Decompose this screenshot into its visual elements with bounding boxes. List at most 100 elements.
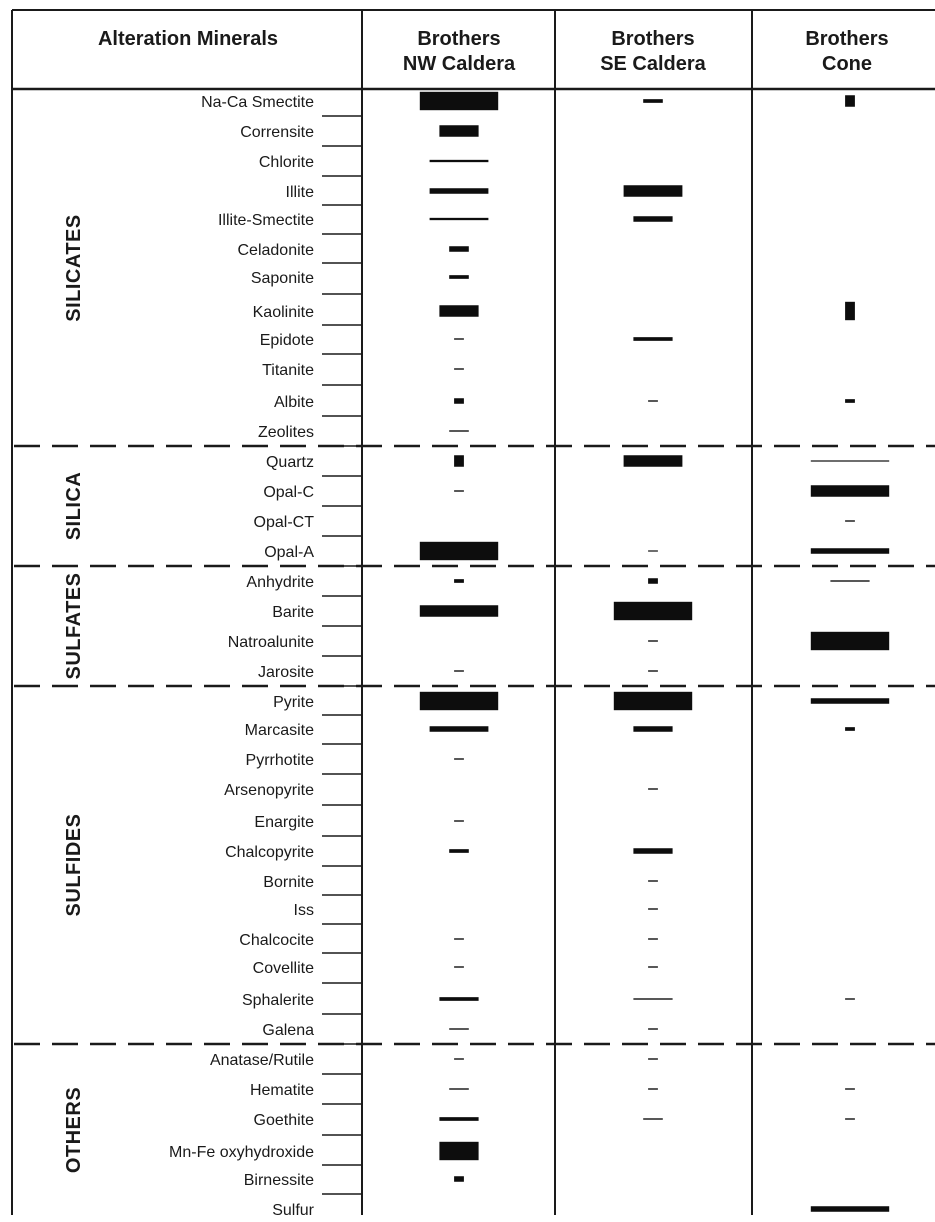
header-cone-line1: Brothers	[805, 28, 888, 50]
abundance-bar-se-caldera	[643, 99, 663, 103]
abundance-bar-se-caldera	[648, 938, 658, 940]
mineral-label: Albite	[274, 394, 314, 411]
mineral-label: Barite	[272, 604, 314, 621]
mineral-label: Birnessite	[244, 1172, 314, 1189]
mineral-label: Mn-Fe oxyhydroxide	[169, 1144, 314, 1161]
abundance-bar-nw-caldera	[454, 579, 464, 583]
mineral-label: Corrensite	[240, 124, 314, 141]
mineral-label: Bornite	[263, 874, 314, 891]
group-label-others: OTHERS	[63, 1087, 85, 1173]
abundance-bar-se-caldera	[648, 578, 658, 584]
abundance-bar-nw-caldera	[429, 188, 489, 194]
mineral-label: Chlorite	[259, 154, 314, 171]
mineral-label: Chalcopyrite	[225, 844, 314, 861]
abundance-bar-nw-caldera	[454, 368, 464, 370]
header-se-caldera-line2: SE Caldera	[600, 53, 706, 75]
abundance-bar-nw-caldera	[454, 1176, 464, 1182]
abundance-bar-nw-caldera	[439, 1117, 479, 1121]
abundance-bar-nw-caldera	[454, 455, 464, 467]
abundance-bar-cone	[810, 631, 890, 651]
mineral-label: Celadonite	[238, 242, 315, 259]
abundance-bar-nw-caldera	[454, 398, 464, 404]
abundance-bar-se-caldera	[648, 1058, 658, 1060]
mineral-label: Anhydrite	[246, 574, 314, 591]
abundance-bar-se-caldera	[633, 998, 673, 1000]
abundance-bar-nw-caldera	[419, 691, 499, 711]
abundance-bar-nw-caldera	[454, 1058, 464, 1060]
abundance-bar-nw-caldera	[449, 1028, 469, 1030]
abundance-bar-se-caldera	[648, 1028, 658, 1030]
abundance-bar-cone	[845, 998, 855, 1000]
abundance-bar-se-caldera	[623, 455, 683, 467]
abundance-bar-nw-caldera	[429, 217, 489, 221]
mineral-label: Hematite	[250, 1082, 314, 1099]
mineral-label: Galena	[262, 1022, 314, 1039]
group-label-sulfates: SULFATES	[63, 573, 85, 680]
group-label-sulfides: SULFIDES	[63, 814, 85, 917]
abundance-bar-nw-caldera	[449, 275, 469, 279]
mineral-label: Sphalerite	[242, 992, 314, 1009]
abundance-bar-nw-caldera	[429, 159, 489, 163]
abundance-bar-se-caldera	[613, 691, 693, 711]
abundance-bar-se-caldera	[648, 640, 658, 642]
mineral-label: Epidote	[260, 332, 314, 349]
abundance-bar-se-caldera	[613, 601, 693, 621]
abundance-bar-cone	[845, 520, 855, 522]
abundance-bar-se-caldera	[633, 337, 673, 341]
mineral-label: Marcasite	[245, 722, 314, 739]
abundance-bar-cone	[810, 548, 890, 554]
mineral-label: Kaolinite	[253, 304, 314, 321]
abundance-bar-nw-caldera	[454, 490, 464, 492]
mineral-label: Natroalunite	[228, 634, 314, 651]
abundance-bar-se-caldera	[648, 908, 658, 910]
abundance-bar-se-caldera	[623, 185, 683, 197]
abundance-bar-se-caldera	[648, 880, 658, 882]
abundance-bar-cone	[810, 460, 890, 462]
mineral-label: Pyrite	[273, 694, 314, 711]
abundance-bar-nw-caldera	[454, 938, 464, 940]
mineral-label: Chalcocite	[239, 932, 314, 949]
abundance-bar-se-caldera	[633, 216, 673, 222]
mineral-label: Sulfur	[272, 1202, 314, 1219]
abundance-bar-nw-caldera	[454, 966, 464, 968]
abundance-bar-cone	[810, 698, 890, 704]
mineral-label: Quartz	[266, 454, 314, 471]
abundance-bar-nw-caldera	[439, 1141, 479, 1161]
abundance-bar-nw-caldera	[449, 246, 469, 252]
abundance-bar-nw-caldera	[419, 91, 499, 111]
abundance-bar-nw-caldera	[439, 305, 479, 317]
abundance-bar-nw-caldera	[419, 541, 499, 561]
mineral-label: Illite	[286, 184, 315, 201]
abundance-bar-cone	[810, 485, 890, 497]
mineral-label: Jarosite	[258, 664, 314, 681]
abundance-bar-cone	[845, 95, 855, 107]
abundance-bar-se-caldera	[648, 670, 658, 672]
mineral-label: Na-Ca Smectite	[201, 94, 314, 111]
abundance-bar-cone	[845, 301, 855, 321]
header-se-caldera-line1: Brothers	[611, 28, 694, 50]
abundance-bar-se-caldera	[648, 550, 658, 552]
mineral-label: Anatase/Rutile	[210, 1052, 314, 1069]
header-nw-caldera-line1: Brothers	[417, 28, 500, 50]
abundance-bar-nw-caldera	[429, 726, 489, 732]
mineral-label: Illite-Smectite	[218, 212, 314, 229]
abundance-bar-cone	[845, 1118, 855, 1120]
abundance-bar-nw-caldera	[454, 338, 464, 340]
mineral-label: Covellite	[253, 960, 314, 977]
header-cone-line2: Cone	[822, 53, 872, 75]
abundance-bar-cone	[830, 580, 870, 582]
abundance-bar-se-caldera	[633, 848, 673, 854]
mineral-label: Zeolites	[258, 424, 314, 441]
group-label-silicates: SILICATES	[63, 214, 85, 321]
abundance-bar-se-caldera	[648, 966, 658, 968]
mineral-label: Opal-CT	[254, 514, 315, 531]
abundance-bar-nw-caldera	[439, 125, 479, 137]
abundance-bar-nw-caldera	[454, 758, 464, 760]
abundance-bar-nw-caldera	[449, 430, 469, 432]
mineral-label: Goethite	[254, 1112, 315, 1129]
abundance-bar-nw-caldera	[419, 605, 499, 617]
abundance-bar-nw-caldera	[454, 670, 464, 672]
abundance-bar-nw-caldera	[439, 997, 479, 1001]
header-alteration-minerals: Alteration Minerals	[98, 28, 278, 50]
